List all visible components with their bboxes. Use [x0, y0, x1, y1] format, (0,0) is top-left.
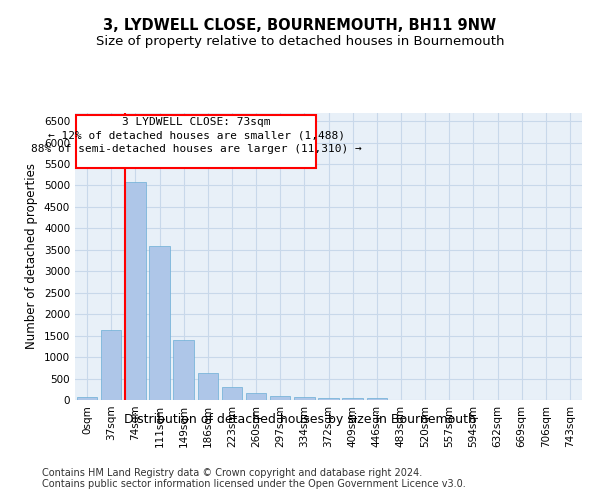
- Bar: [294, 397, 314, 400]
- Text: 3 LYDWELL CLOSE: 73sqm
← 12% of detached houses are smaller (1,488)
88% of semi-: 3 LYDWELL CLOSE: 73sqm ← 12% of detached…: [31, 117, 362, 154]
- Text: Distribution of detached houses by size in Bournemouth: Distribution of detached houses by size …: [124, 412, 476, 426]
- Bar: [173, 340, 194, 400]
- Bar: [343, 398, 363, 400]
- Bar: [77, 397, 97, 400]
- Bar: [125, 182, 146, 400]
- Text: Contains HM Land Registry data © Crown copyright and database right 2024.
Contai: Contains HM Land Registry data © Crown c…: [42, 468, 466, 489]
- Text: Size of property relative to detached houses in Bournemouth: Size of property relative to detached ho…: [96, 35, 504, 48]
- Bar: [101, 330, 121, 400]
- Bar: [197, 374, 218, 400]
- Bar: [270, 396, 290, 400]
- Bar: [246, 394, 266, 400]
- FancyBboxPatch shape: [76, 114, 316, 168]
- Bar: [318, 398, 339, 400]
- Text: 3, LYDWELL CLOSE, BOURNEMOUTH, BH11 9NW: 3, LYDWELL CLOSE, BOURNEMOUTH, BH11 9NW: [103, 18, 497, 32]
- Bar: [367, 398, 387, 400]
- Y-axis label: Number of detached properties: Number of detached properties: [25, 163, 38, 350]
- Bar: [221, 387, 242, 400]
- Bar: [149, 246, 170, 400]
